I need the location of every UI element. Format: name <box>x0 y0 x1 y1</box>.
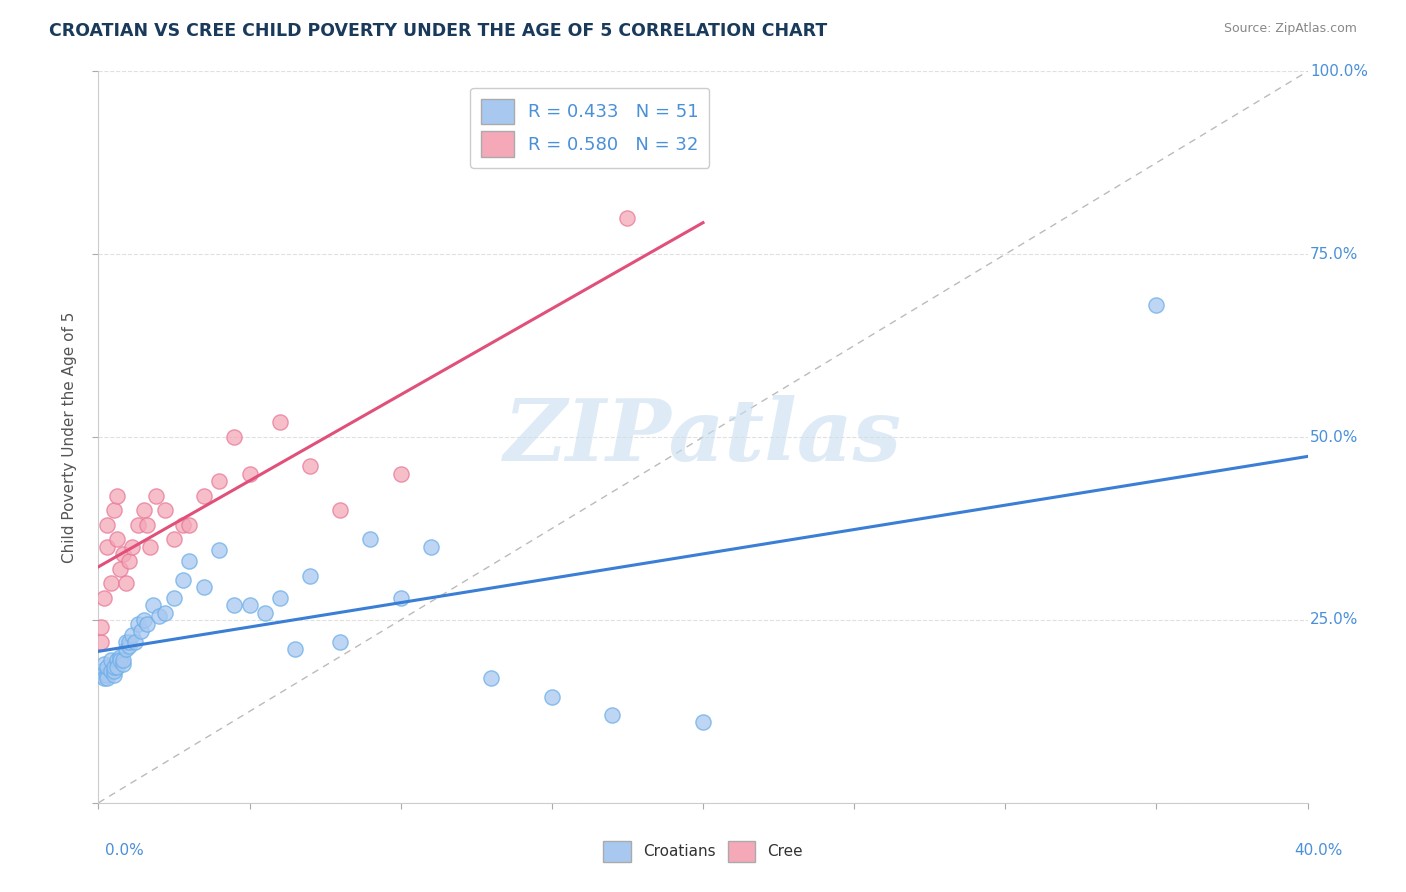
Text: 100.0%: 100.0% <box>1310 64 1368 78</box>
Point <box>108 562 131 576</box>
Point <box>103 660 125 674</box>
Point <box>100 576 122 591</box>
Point <box>90 635 112 649</box>
Point <box>103 664 125 678</box>
Point <box>90 667 112 681</box>
Text: 50.0%: 50.0% <box>1310 430 1358 444</box>
Point <box>103 667 125 681</box>
Point <box>93 657 115 671</box>
Point <box>208 474 231 488</box>
Point <box>127 616 149 631</box>
Legend: Croatians, Cree: Croatians, Cree <box>598 834 808 868</box>
Point <box>96 517 118 532</box>
Point <box>269 591 291 605</box>
Point <box>163 533 186 547</box>
Point <box>253 606 276 620</box>
Text: 0.0%: 0.0% <box>105 843 145 858</box>
Point <box>269 416 291 430</box>
Point <box>100 653 122 667</box>
Text: 75.0%: 75.0% <box>1310 247 1358 261</box>
Point <box>129 624 152 638</box>
Point <box>121 627 143 641</box>
Point <box>100 664 122 678</box>
Point <box>93 672 115 686</box>
Point <box>299 569 322 583</box>
Point <box>163 591 186 605</box>
Point <box>96 672 118 686</box>
Point <box>105 489 128 503</box>
Point <box>329 503 352 517</box>
Point <box>135 517 157 532</box>
Point <box>118 635 141 649</box>
Text: 25.0%: 25.0% <box>1310 613 1358 627</box>
Point <box>692 715 714 730</box>
Point <box>90 620 112 634</box>
Point <box>108 649 131 664</box>
Point <box>139 540 162 554</box>
Point <box>111 653 134 667</box>
Point <box>108 653 131 667</box>
Point <box>193 580 215 594</box>
Point <box>132 613 155 627</box>
Point <box>105 533 128 547</box>
Point <box>389 591 412 605</box>
Point <box>602 708 624 723</box>
Point <box>299 459 322 474</box>
Point <box>114 642 136 657</box>
Text: CROATIAN VS CREE CHILD POVERTY UNDER THE AGE OF 5 CORRELATION CHART: CROATIAN VS CREE CHILD POVERTY UNDER THE… <box>49 22 828 40</box>
Point <box>118 554 141 568</box>
Point <box>153 606 176 620</box>
Point <box>111 657 134 671</box>
Text: 40.0%: 40.0% <box>1295 843 1343 858</box>
Y-axis label: Child Poverty Under the Age of 5: Child Poverty Under the Age of 5 <box>62 311 77 563</box>
Point <box>208 543 231 558</box>
Text: ZIPatlas: ZIPatlas <box>503 395 903 479</box>
Point <box>96 540 118 554</box>
Point <box>420 540 443 554</box>
Point <box>118 639 141 653</box>
Point <box>96 660 118 674</box>
Point <box>127 517 149 532</box>
Point <box>284 642 307 657</box>
Point <box>90 664 112 678</box>
Text: Source: ZipAtlas.com: Source: ZipAtlas.com <box>1223 22 1357 36</box>
Point <box>111 547 134 561</box>
Point <box>121 540 143 554</box>
Point <box>103 503 125 517</box>
Point <box>389 467 412 481</box>
Point <box>179 554 201 568</box>
Point <box>114 635 136 649</box>
Point <box>360 533 382 547</box>
Point <box>96 667 118 681</box>
Point <box>540 690 562 704</box>
Point <box>239 599 262 613</box>
Point <box>145 489 167 503</box>
Point <box>224 430 246 444</box>
Point <box>132 503 155 517</box>
Point <box>1144 298 1167 312</box>
Point <box>148 609 170 624</box>
Point <box>329 635 352 649</box>
Point <box>193 489 215 503</box>
Point <box>481 672 503 686</box>
Point <box>172 517 194 532</box>
Point <box>114 576 136 591</box>
Point <box>153 503 176 517</box>
Point <box>179 517 201 532</box>
Point <box>172 573 194 587</box>
Point <box>135 616 157 631</box>
Point <box>239 467 262 481</box>
Point <box>105 660 128 674</box>
Point <box>93 591 115 605</box>
Point <box>142 599 165 613</box>
Point <box>224 599 246 613</box>
Point <box>616 211 638 225</box>
Point <box>124 635 146 649</box>
Point <box>105 653 128 667</box>
